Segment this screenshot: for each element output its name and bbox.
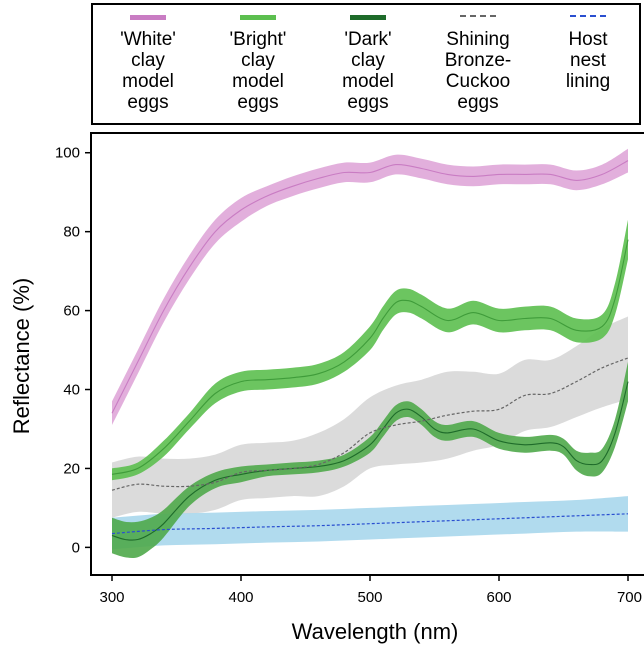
x-axis-title: Wavelength (nm) — [291, 619, 459, 644]
legend-label-dark-clay: 'Dark' clay model eggs — [342, 29, 394, 113]
legend-label-nest-lining: Host nest lining — [565, 29, 611, 92]
legend-label-cuckoo-eggs: Shining Bronze- Cuckoo eggs — [444, 29, 512, 113]
legend-swatch-cuckoo-eggs — [460, 15, 496, 17]
y-axis-title: Reflectance (%) — [9, 277, 34, 435]
x-tick-label: 400 — [228, 589, 253, 606]
line-dark-clay-model-eggs — [111, 381, 629, 541]
legend-swatch-bright-clay — [240, 15, 276, 20]
plot-frame — [90, 132, 644, 576]
x-tick-label: 500 — [357, 589, 382, 606]
band-white-clay-model-eggs — [112, 148, 628, 426]
legend-swatch-nest-lining — [570, 15, 606, 17]
x-tick-label: 300 — [99, 589, 124, 606]
legend-item-white-clay: 'White' clay model eggs — [93, 5, 203, 123]
line-bright-clay-model-eggs — [111, 239, 629, 475]
legend-swatch-white-clay — [130, 15, 166, 20]
legend-label-white-clay: 'White' clay model eggs — [120, 29, 176, 113]
line-white-clay-model-eggs — [111, 160, 629, 414]
legend-item-nest-lining: Host nest lining — [533, 5, 643, 123]
y-tick-label: 40 — [63, 382, 80, 399]
uncertainty-bands — [112, 148, 628, 559]
legend-item-dark-clay: 'Dark' clay model eggs — [313, 5, 423, 123]
axes: 0 20 40 60 80 100 300 400 500 600 700 — [55, 145, 642, 606]
x-tick-label: 700 — [617, 589, 642, 606]
legend-swatch-dark-clay — [350, 15, 386, 20]
y-tick-label: 100 — [55, 145, 80, 162]
legend-label-bright-clay: 'Bright' clay model eggs — [229, 29, 287, 113]
y-tick-label: 20 — [63, 460, 80, 477]
y-tick-label: 0 — [72, 539, 80, 556]
legend-item-cuckoo-eggs: Shining Bronze- Cuckoo eggs — [423, 5, 533, 123]
x-tick-label: 600 — [486, 589, 511, 606]
legend: 'White' clay model eggs 'Bright' clay mo… — [91, 3, 641, 125]
band-host-nest-lining — [112, 496, 628, 550]
series-lines — [111, 160, 629, 541]
y-tick-label: 80 — [63, 224, 80, 241]
y-tick-label: 60 — [63, 303, 80, 320]
legend-item-bright-clay: 'Bright' clay model eggs — [203, 5, 313, 123]
line-shining-bronze-cuckoo-eggs — [111, 357, 629, 491]
band-bright-clay-model-eggs — [112, 219, 628, 481]
